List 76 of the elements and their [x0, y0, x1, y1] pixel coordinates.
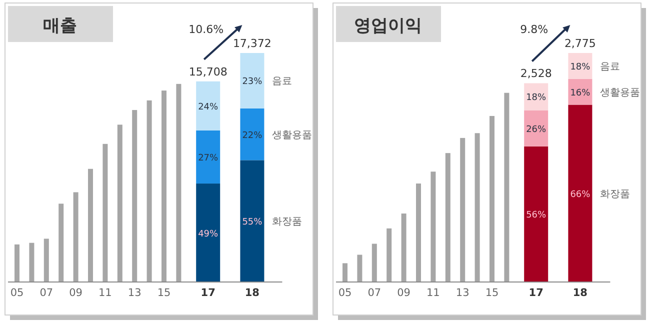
- x-tick-label: 18: [572, 287, 588, 299]
- annotation: 16%: [570, 88, 591, 98]
- series-label: 화장품: [600, 188, 630, 200]
- series-label: 화장품: [272, 216, 302, 228]
- annotation: 23%: [242, 77, 263, 88]
- x-tick-label: 13: [456, 287, 470, 299]
- bar: [460, 138, 466, 282]
- x-tick-label: 05: [10, 287, 24, 299]
- bar: [196, 81, 220, 130]
- x-tick-label: 07: [40, 287, 54, 299]
- chart-title: 매출: [43, 16, 77, 36]
- bar: [58, 204, 64, 282]
- bar: [88, 168, 93, 282]
- bar: [132, 110, 138, 282]
- x-tick-label: 11: [98, 287, 112, 299]
- annotation: 56%: [526, 210, 547, 221]
- bar: [504, 92, 510, 282]
- bar: [240, 160, 264, 282]
- annotation: 66%: [570, 190, 591, 200]
- bar: [240, 108, 264, 160]
- x-tick-label: 07: [368, 287, 382, 299]
- series-label: 생활용품: [272, 130, 312, 141]
- x-tick-label: 05: [338, 287, 352, 299]
- series-label: 음료: [600, 61, 620, 72]
- bar: [568, 104, 592, 282]
- bar: [474, 133, 480, 282]
- annotation: 55%: [242, 218, 263, 228]
- text: 2,775: [564, 37, 596, 50]
- annotation: 24%: [198, 102, 219, 112]
- annotation: 15,708: [188, 65, 228, 78]
- series-label: 생활용품: [600, 87, 640, 98]
- bar: [176, 84, 182, 282]
- x-tick-label: 09: [397, 287, 410, 299]
- bar: [357, 254, 362, 282]
- bar: [73, 192, 78, 282]
- bar: [117, 124, 122, 282]
- bar: [196, 184, 220, 282]
- x-tick-label: 18: [244, 287, 260, 299]
- bar: [240, 53, 264, 108]
- text: 10.6%: [188, 23, 224, 36]
- bar: [342, 263, 348, 282]
- annotation: 18%: [570, 62, 591, 72]
- x-tick-label: 09: [69, 287, 82, 299]
- x-tick-label: 17: [200, 287, 216, 299]
- bar: [430, 172, 436, 282]
- annotation: 2,528: [520, 67, 552, 80]
- bar: [14, 244, 20, 282]
- annotation: 18%: [526, 93, 547, 104]
- annotation: 26%: [526, 124, 547, 135]
- bar: [146, 100, 152, 282]
- bar: [524, 83, 548, 110]
- bar: [386, 228, 392, 282]
- bar: [44, 238, 49, 282]
- bar: [372, 244, 377, 282]
- text: 17,372: [232, 37, 272, 50]
- chart-title: 영업이익: [354, 16, 422, 36]
- annotation: 49%: [198, 229, 219, 240]
- x-tick-label: 17: [528, 287, 544, 299]
- bar: [401, 214, 406, 282]
- x-tick-label: 13: [128, 287, 142, 299]
- text: 9.8%: [520, 23, 548, 36]
- bar: [445, 153, 450, 282]
- x-tick-label: 15: [485, 287, 499, 299]
- x-tick-label: 15: [157, 287, 171, 299]
- bar: [29, 242, 34, 282]
- annotation: 27%: [198, 153, 219, 164]
- bar: [102, 144, 108, 282]
- series-label: 음료: [272, 76, 292, 88]
- bar: [162, 90, 166, 282]
- bar: [524, 146, 548, 282]
- annotation: 22%: [242, 130, 263, 141]
- x-tick-label: 11: [426, 287, 440, 299]
- bar: [524, 110, 548, 146]
- bar: [416, 184, 421, 282]
- bar: [196, 130, 220, 184]
- bar: [490, 116, 494, 282]
